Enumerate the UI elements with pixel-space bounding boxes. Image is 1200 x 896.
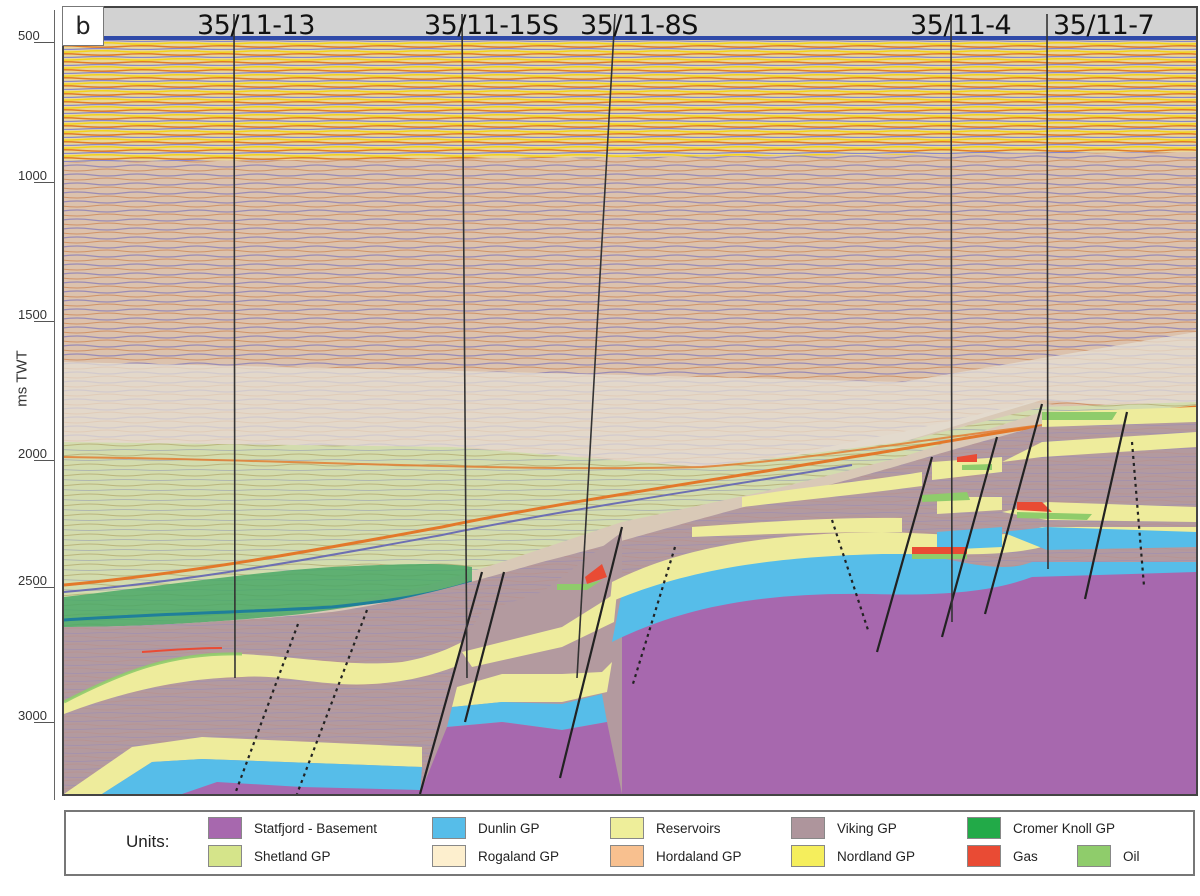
legend-item: Shetland GP: [208, 845, 331, 867]
y-axis-label: ms TWT: [13, 350, 31, 407]
legend-item: Oil: [1077, 845, 1140, 867]
legend-swatch: [610, 817, 644, 839]
legend-swatch: [208, 845, 242, 867]
well-label: 35/11-7: [1053, 10, 1155, 41]
legend-title: Units:: [126, 832, 170, 851]
seismic-section: [62, 6, 1198, 796]
legend-swatch: [791, 845, 825, 867]
legend-swatch: [1077, 845, 1111, 867]
seismic-cross-section-graphic: [64, 8, 1196, 794]
well-label: 35/11-4: [910, 10, 1012, 41]
y-tick-mark: [34, 321, 54, 322]
legend-item: Viking GP: [791, 817, 897, 839]
y-tick-label: 500: [18, 28, 40, 43]
legend-item: Statfjord - Basement: [208, 817, 377, 839]
legend-label: Oil: [1123, 848, 1140, 864]
legend-label: Hordaland GP: [656, 848, 742, 864]
y-tick-label: 2500: [18, 573, 47, 588]
y-tick-mark: [34, 182, 54, 183]
y-axis-line: [54, 10, 55, 800]
legend-swatch: [208, 817, 242, 839]
y-tick-label: 2000: [18, 446, 47, 461]
y-tick-mark: [34, 460, 54, 461]
legend-item: Dunlin GP: [432, 817, 540, 839]
legend: Units: Statfjord - Basement Dunlin GP Rese…: [64, 810, 1195, 876]
legend-label: Gas: [1013, 848, 1038, 864]
y-tick-label: 1500: [18, 307, 47, 322]
well-label: 35/11-8S: [580, 10, 698, 41]
y-tick-mark: [34, 42, 54, 43]
legend-item: Hordaland GP: [610, 845, 742, 867]
legend-label: Nordland GP: [837, 848, 916, 864]
well-label: 35/11-13: [197, 10, 315, 41]
panel-letter: b: [62, 6, 104, 46]
legend-swatch: [610, 845, 644, 867]
legend-label: Rogaland GP: [478, 848, 560, 864]
well-label: 35/11-15S: [424, 10, 559, 41]
legend-item: Nordland GP: [791, 845, 915, 867]
legend-label: Statfjord - Basement: [254, 820, 378, 836]
legend-item: Cromer Knoll GP: [967, 817, 1115, 839]
legend-label: Cromer Knoll GP: [1013, 820, 1116, 836]
legend-item: Reservoirs: [610, 817, 721, 839]
legend-swatch: [967, 817, 1001, 839]
legend-label: Dunlin GP: [478, 820, 540, 836]
y-tick-mark: [34, 587, 54, 588]
legend-label: Reservoirs: [656, 820, 721, 836]
y-tick-mark: [34, 722, 54, 723]
y-tick-label: 3000: [18, 708, 47, 723]
legend-swatch: [432, 845, 466, 867]
legend-swatch: [432, 817, 466, 839]
legend-item: Gas: [967, 845, 1038, 867]
y-tick-label: 1000: [18, 168, 47, 183]
legend-swatch: [791, 817, 825, 839]
legend-swatch: [967, 845, 1001, 867]
legend-item: Rogaland GP: [432, 845, 559, 867]
legend-label: Viking GP: [837, 820, 897, 836]
legend-label: Shetland GP: [254, 848, 331, 864]
